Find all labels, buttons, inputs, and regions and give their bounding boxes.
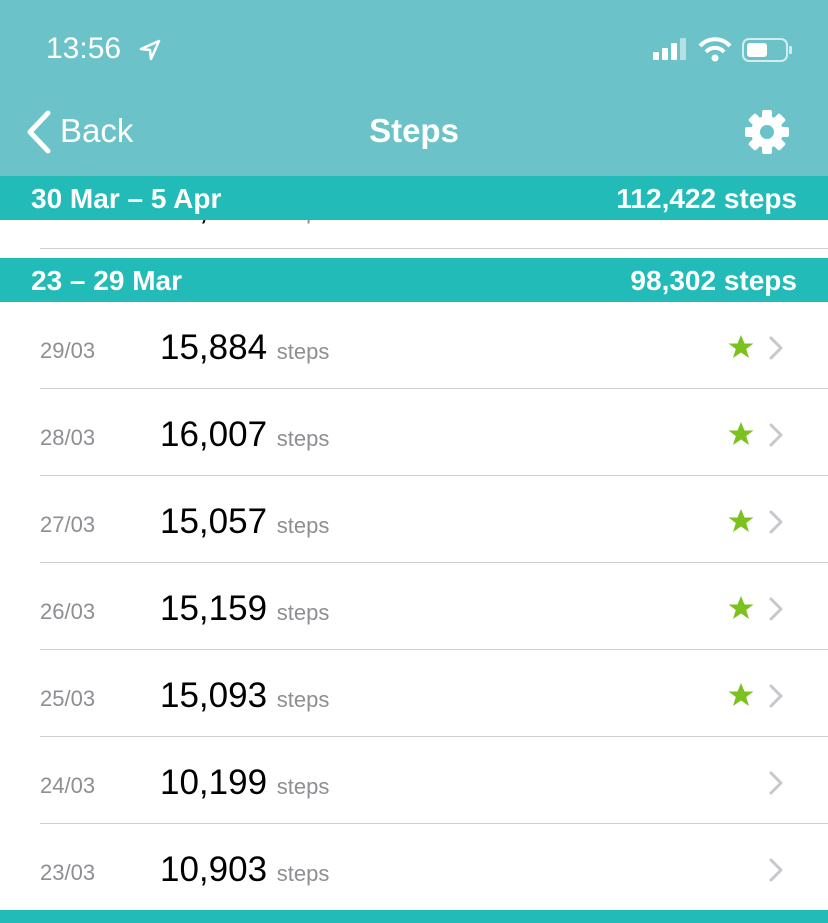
row-icons: [728, 422, 783, 447]
step-unit: steps: [276, 600, 330, 625]
section-header: 30 Mar – 5 Apr 112,422 steps: [0, 176, 828, 220]
step-unit: steps: [276, 774, 330, 799]
separator: [40, 823, 828, 824]
clipped-rows: 30/03 15,244 steps: [0, 220, 828, 258]
date: 25/03: [40, 686, 96, 711]
day-row[interactable]: 25/03 15,093 steps: [0, 650, 828, 737]
day-row[interactable]: 27/03 15,057 steps: [0, 476, 828, 563]
section-label: 30 Mar – 5 Apr: [31, 183, 222, 214]
row-icons: [728, 509, 783, 534]
chevron: [769, 423, 783, 447]
day-row[interactable]: 28/03 16,007 steps: [0, 389, 828, 476]
chevron: [769, 771, 783, 795]
step-count: 15,057 steps: [160, 502, 329, 542]
chevron: [769, 684, 783, 708]
separator: [40, 649, 828, 650]
step-count: 10,199 steps: [160, 763, 329, 803]
chevron: [769, 336, 783, 360]
list: 30 Mar – 5 Apr 112,422 steps 30/03 15,244 s…: [0, 176, 828, 923]
settings-button[interactable]: [744, 109, 790, 155]
nav-title: Steps: [369, 112, 459, 149]
step-count: 16,007 steps: [160, 415, 329, 455]
step-number: 15,244: [160, 220, 267, 227]
next-section-header: [0, 910, 828, 923]
date: 27/03: [40, 512, 96, 537]
section-label: 23 – 29 Mar: [31, 265, 182, 296]
goal-star: [728, 335, 754, 358]
chevron: [769, 858, 783, 882]
chevron: [769, 597, 783, 621]
step-number: 15,159: [160, 589, 268, 628]
separator: [40, 388, 828, 389]
section-total: 112,422 steps: [616, 183, 797, 214]
separator: [40, 736, 828, 737]
step-count: 15,093 steps: [160, 676, 329, 716]
status-icons: [653, 37, 792, 62]
separator: [40, 475, 828, 476]
step-count: 15,884 steps: [160, 328, 329, 368]
row-icons: [728, 596, 783, 621]
step-unit: steps: [276, 339, 330, 364]
step-number: 10,903: [160, 850, 268, 889]
step-unit: steps: [277, 220, 330, 224]
goal-star: [728, 596, 754, 619]
step-count: 10,903 steps: [160, 850, 329, 890]
separator: [40, 562, 828, 563]
step-unit: steps: [276, 513, 330, 538]
day-row[interactable]: 24/03 10,199 steps: [0, 737, 828, 824]
row-icons: [728, 335, 783, 360]
step-number: 15,057: [160, 502, 268, 541]
row-icons: [724, 220, 794, 226]
step-number: 16,007: [160, 415, 268, 454]
step-count: 15,244 steps: [160, 220, 329, 228]
goal-star: [728, 509, 754, 532]
goal-star: [728, 683, 754, 706]
back-chevron[interactable]: [24, 110, 54, 154]
step-number: 15,884: [160, 328, 268, 367]
chevron: [769, 510, 783, 534]
day-row[interactable]: 30/03 15,244 steps: [0, 220, 828, 249]
separator: [40, 248, 828, 249]
step-number: 10,199: [160, 763, 268, 802]
row-icons: [769, 771, 783, 795]
day-row[interactable]: 23/03 10,903 steps: [0, 824, 828, 911]
date: 28/03: [40, 425, 96, 450]
day-row[interactable]: 26/03 15,159 steps: [0, 563, 828, 650]
step-unit: steps: [276, 861, 330, 886]
day-row[interactable]: 29/03 15,884 steps: [0, 302, 828, 389]
row-icons: [728, 683, 783, 708]
location-icon: [139, 39, 161, 61]
date: 30/03: [40, 220, 95, 224]
date: 26/03: [40, 599, 96, 624]
date: 23/03: [40, 860, 96, 885]
step-unit: steps: [276, 687, 330, 712]
row-icons: [769, 858, 783, 882]
section-header: 23 – 29 Mar 98,302 steps: [0, 258, 828, 302]
date: 29/03: [40, 338, 96, 363]
date: 24/03: [40, 773, 96, 798]
header-bar: 13:56 Back Steps: [0, 0, 828, 176]
step-number: 15,093: [160, 676, 268, 715]
goal-star: [728, 422, 754, 445]
step-unit: steps: [276, 426, 330, 451]
back-button[interactable]: Back: [60, 112, 134, 149]
clock: 13:56: [46, 32, 122, 65]
section-total: 98,302 steps: [630, 265, 797, 296]
step-count: 15,159 steps: [160, 589, 329, 629]
